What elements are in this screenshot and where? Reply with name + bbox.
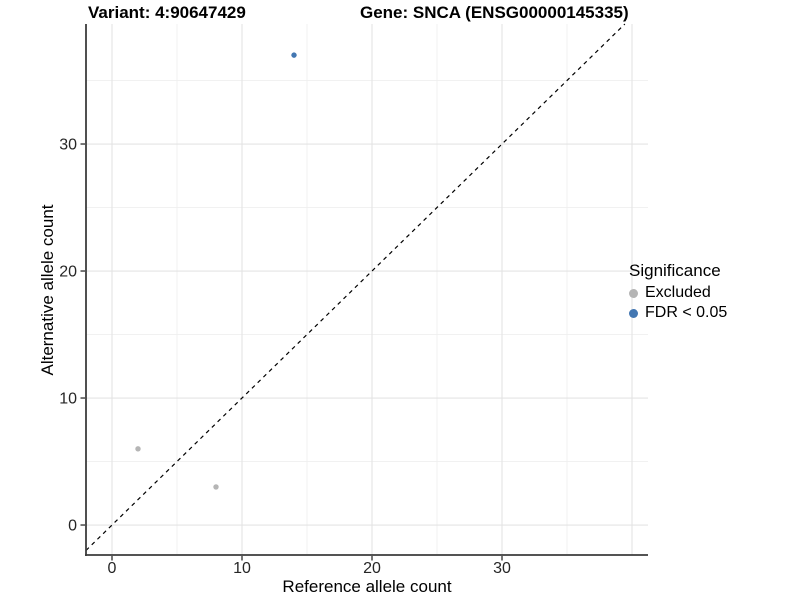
legend-item-label: Excluded <box>645 284 711 301</box>
x-tick-label: 10 <box>233 560 251 577</box>
legend-item: Excluded <box>629 283 727 303</box>
x-tick-label: 30 <box>493 560 511 577</box>
legend-point-icon <box>629 308 638 318</box>
identity-reference-line <box>85 23 626 551</box>
legend-items: Excluded FDR < 0.05 <box>629 283 727 323</box>
legend-item: FDR < 0.05 <box>629 303 727 323</box>
y-axis-title: Alternative allele count <box>38 204 57 376</box>
y-tick-label: 30 <box>59 137 77 154</box>
y-tick-label: 20 <box>59 264 77 281</box>
x-axis-title: Reference allele count <box>282 577 452 596</box>
legend-point-icon <box>629 288 638 298</box>
data-point <box>135 446 141 452</box>
legend-item-label: FDR < 0.05 <box>645 304 728 321</box>
x-tick-label: 0 <box>108 560 117 577</box>
x-tick-label: 20 <box>363 560 381 577</box>
y-tick-label: 0 <box>68 518 77 535</box>
data-point <box>213 484 219 490</box>
y-tick-label: 10 <box>59 391 77 408</box>
legend: Significance Excluded FDR < 0.05 <box>629 261 727 323</box>
legend-title: Significance <box>629 261 721 280</box>
variant-title: Variant: 4:90647429 <box>88 3 246 22</box>
gene-title: Gene: SNCA (ENSG00000145335) <box>360 3 629 22</box>
data-point <box>291 52 297 58</box>
